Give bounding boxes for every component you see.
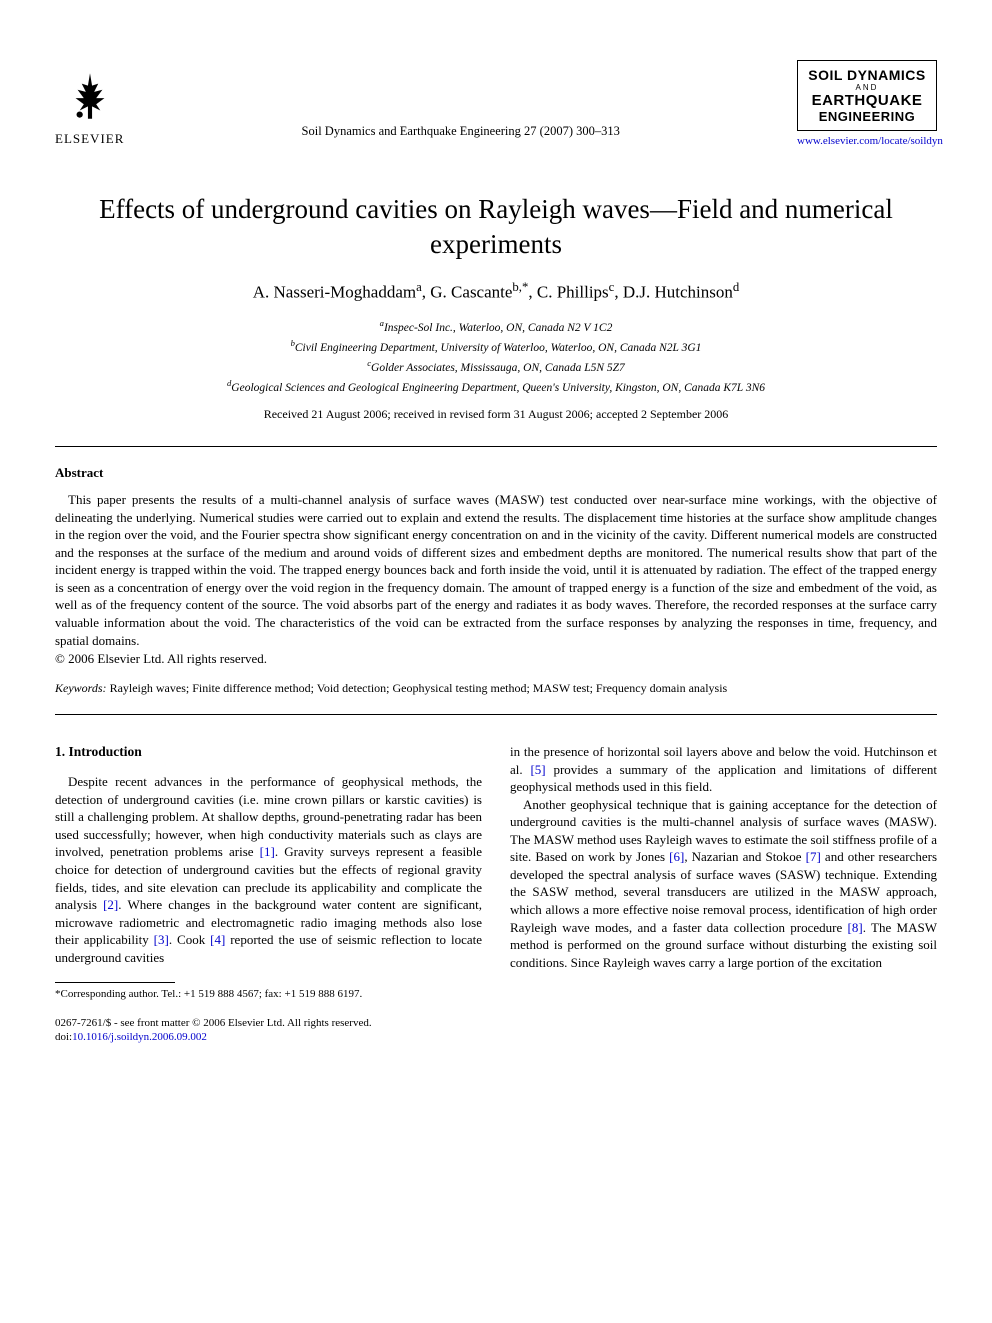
elsevier-tree-icon (59, 65, 121, 127)
journal-logo-line3: ENGINEERING (806, 109, 928, 124)
doi-line: doi:10.1016/j.soildyn.2006.09.002 (55, 1030, 482, 1044)
column-left: 1. Introduction Despite recent advances … (55, 743, 482, 1044)
affiliation-b: bCivil Engineering Department, Universit… (55, 337, 937, 357)
issn-line: 0267-7261/$ - see front matter © 2006 El… (55, 1016, 482, 1030)
author-list: A. Nasseri-Moghaddama, G. Cascanteb,*, C… (55, 280, 937, 303)
keywords-label: Keywords: (55, 681, 107, 695)
abstract-copyright: © 2006 Elsevier Ltd. All rights reserved… (55, 651, 937, 667)
article-dates: Received 21 August 2006; received in rev… (55, 407, 937, 422)
journal-url-link[interactable]: www.elsevier.com/locate/soildyn (797, 135, 937, 147)
doi-link[interactable]: 10.1016/j.soildyn.2006.09.002 (72, 1031, 207, 1043)
corresponding-author-footnote: *Corresponding author. Tel.: +1 519 888 … (55, 987, 482, 1001)
abstract-body: This paper presents the results of a mul… (55, 491, 937, 649)
abstract-heading: Abstract (55, 465, 937, 481)
journal-brand-column: SOIL DYNAMICS AND EARTHQUAKE ENGINEERING… (797, 60, 937, 147)
section-1-heading: 1. Introduction (55, 743, 482, 761)
affiliation-d: dGeological Sciences and Geological Engi… (55, 377, 937, 397)
abstract-section: Abstract This paper presents the results… (55, 465, 937, 696)
affiliations: aInspec-Sol Inc., Waterloo, ON, Canada N… (55, 317, 937, 397)
rule-bottom (55, 714, 937, 715)
footnote-separator (55, 982, 175, 983)
footer-meta: 0267-7261/$ - see front matter © 2006 El… (55, 1016, 482, 1045)
body-two-column: 1. Introduction Despite recent advances … (55, 743, 937, 1044)
journal-logo-and: AND (806, 83, 928, 92)
article-title: Effects of underground cavities on Rayle… (55, 192, 937, 262)
page-header: ELSEVIER Soil Dynamics and Earthquake En… (55, 60, 937, 147)
affiliation-a: aInspec-Sol Inc., Waterloo, ON, Canada N… (55, 317, 937, 337)
publisher-logo: ELSEVIER (55, 65, 124, 147)
keywords-text: Rayleigh waves; Finite difference method… (107, 681, 728, 695)
journal-logo-box: SOIL DYNAMICS AND EARTHQUAKE ENGINEERING (797, 60, 937, 131)
intro-para-1-cont: in the presence of horizontal soil layer… (510, 743, 937, 796)
journal-logo-line1: SOIL DYNAMICS (806, 67, 928, 83)
intro-para-1: Despite recent advances in the performan… (55, 773, 482, 966)
intro-para-2: Another geophysical technique that is ga… (510, 796, 937, 971)
column-right: in the presence of horizontal soil layer… (510, 743, 937, 1044)
affiliation-c: cGolder Associates, Mississauga, ON, Can… (55, 357, 937, 377)
keywords: Keywords: Rayleigh waves; Finite differe… (55, 681, 937, 696)
doi-label: doi: (55, 1031, 72, 1043)
rule-top (55, 446, 937, 447)
journal-reference: Soil Dynamics and Earthquake Engineering… (124, 124, 797, 147)
publisher-name: ELSEVIER (55, 131, 124, 147)
journal-logo-line2: EARTHQUAKE (806, 92, 928, 109)
